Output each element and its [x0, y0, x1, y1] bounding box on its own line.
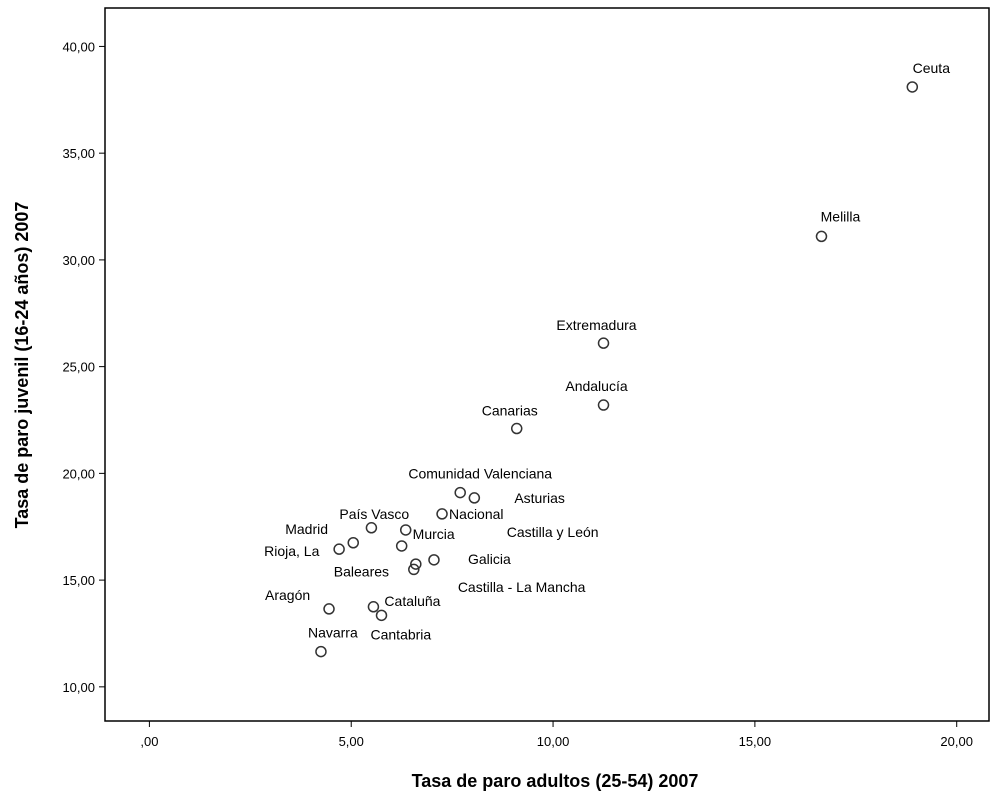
x-axis-title: Tasa de paro adultos (25-54) 2007: [412, 771, 699, 791]
data-point: [597, 337, 610, 349]
y-tick-label: 20,00: [62, 466, 95, 481]
point-label: País Vasco: [339, 506, 409, 522]
data-point: [428, 554, 440, 566]
point-label: Ceuta: [913, 60, 951, 76]
point-label: Madrid: [285, 521, 328, 537]
y-axis-title: Tasa de paro juvenil (16-24 años) 2007: [12, 202, 32, 529]
y-tick-label: 35,00: [62, 146, 95, 161]
data-point: [399, 524, 412, 536]
point-label: Cantabria: [371, 626, 432, 642]
point-label: Rioja, La: [264, 543, 319, 559]
data-point: [347, 537, 359, 549]
x-tick-label: 20,00: [940, 734, 973, 749]
data-point: [375, 609, 388, 622]
data-point: [597, 399, 610, 411]
point-label: Melilla: [821, 208, 861, 224]
data-point: [333, 543, 345, 555]
y-tick-label: 40,00: [62, 39, 95, 54]
data-point: [365, 522, 378, 534]
plot-area: [104, 7, 990, 722]
point-label: Navarra: [308, 625, 358, 641]
y-axis: 10,00 15,00 20,00 25,00 30,00 35,00 40,00: [62, 39, 105, 695]
data-point: [395, 540, 408, 552]
data-point: [906, 81, 919, 93]
data-point: [410, 558, 422, 570]
point-label: Asturias: [514, 490, 565, 506]
y-tick-label: 10,00: [62, 680, 95, 695]
data-point: [436, 508, 448, 520]
point-label: Extremadura: [556, 317, 636, 333]
point-label: Murcia: [413, 526, 455, 542]
x-tick-label: 5,00: [339, 734, 364, 749]
point-label: Canarias: [482, 403, 538, 419]
y-tick-label: 25,00: [62, 360, 95, 375]
data-point: [408, 563, 420, 576]
data-points: [315, 81, 919, 658]
x-tick-label: ,00: [140, 734, 158, 749]
x-axis: ,00 5,00 10,00 15,00 20,00: [140, 721, 973, 749]
data-point: [468, 492, 481, 504]
data-point: [315, 645, 327, 658]
point-label: Baleares: [334, 563, 389, 579]
data-point: [323, 603, 335, 615]
data-point: [510, 422, 523, 435]
point-label: Galicia: [468, 551, 511, 567]
point-label: Castilla y León: [507, 524, 599, 540]
point-labels: Ceuta Melilla Extremadura Andalucía Canarias…: [264, 60, 950, 642]
y-tick-label: 30,00: [62, 253, 95, 268]
data-point: [815, 230, 828, 243]
data-point: [454, 486, 466, 499]
data-point: [367, 601, 380, 613]
point-label: Nacional: [449, 506, 503, 522]
x-tick-label: 15,00: [739, 734, 772, 749]
point-label: Andalucía: [565, 378, 627, 394]
point-label: Aragón: [265, 587, 310, 603]
x-tick-label: 10,00: [537, 734, 570, 749]
point-label: Castilla - La Mancha: [458, 579, 586, 595]
point-label: Comunidad Valenciana: [408, 466, 552, 482]
point-label: Cataluña: [384, 593, 440, 609]
y-tick-label: 15,00: [62, 573, 95, 588]
